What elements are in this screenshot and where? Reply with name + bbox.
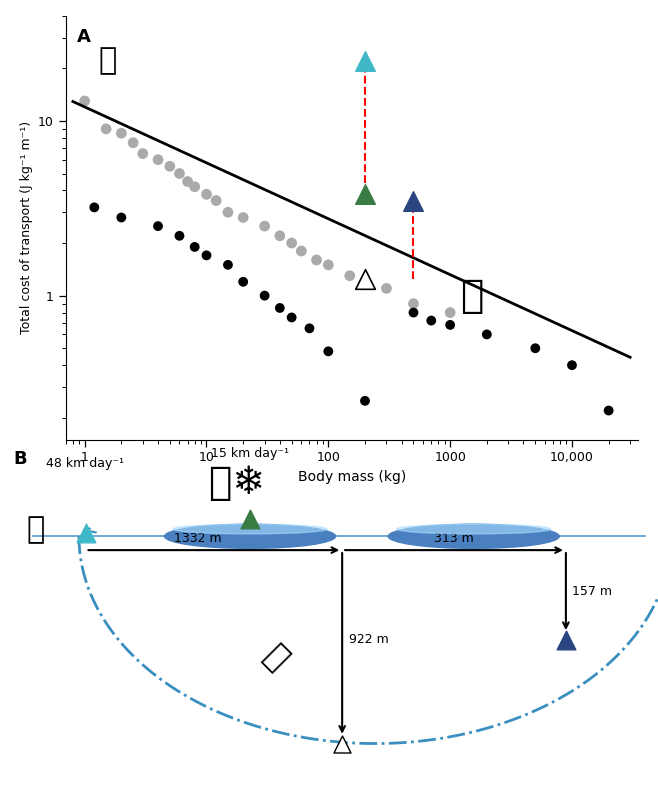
Text: 313 m: 313 m	[434, 532, 474, 545]
Point	[116, 127, 126, 140]
Point	[530, 342, 541, 355]
Point	[116, 211, 126, 224]
Point	[603, 404, 614, 417]
Text: 157 m: 157 m	[572, 585, 613, 598]
Text: 🦭: 🦭	[26, 515, 45, 544]
Point	[164, 160, 175, 173]
Point	[174, 229, 185, 242]
Point	[201, 188, 212, 201]
Point	[174, 167, 185, 180]
Text: 15 km day⁻¹: 15 km day⁻¹	[211, 447, 289, 459]
Point	[311, 254, 322, 266]
Point	[222, 258, 233, 271]
Text: 922 m: 922 m	[349, 633, 388, 646]
Point	[345, 269, 355, 282]
Point	[286, 311, 297, 323]
Point	[153, 153, 163, 166]
Point	[286, 237, 297, 250]
Point	[259, 220, 270, 232]
Point	[182, 175, 193, 188]
Text: 🐺: 🐺	[99, 46, 117, 75]
Point	[128, 137, 138, 149]
Text: 🐻‍❄️: 🐻‍❄️	[209, 464, 265, 502]
Point	[211, 195, 221, 207]
Point	[408, 306, 418, 319]
Point	[222, 206, 233, 218]
Point	[337, 737, 347, 750]
Point	[323, 258, 334, 271]
Ellipse shape	[164, 524, 336, 549]
Ellipse shape	[173, 524, 327, 534]
Text: B: B	[13, 450, 27, 468]
Point	[190, 241, 200, 254]
Point	[360, 188, 370, 201]
Point	[567, 359, 577, 371]
Text: 48 km day⁻¹: 48 km day⁻¹	[46, 457, 124, 470]
Ellipse shape	[397, 524, 551, 534]
Point	[381, 282, 392, 294]
Text: 🦄: 🦄	[258, 638, 295, 676]
X-axis label: Body mass (kg): Body mass (kg)	[298, 470, 406, 484]
Text: A: A	[77, 28, 91, 46]
Point	[426, 314, 436, 327]
Point	[296, 245, 307, 257]
Point	[238, 276, 249, 288]
Point	[238, 211, 249, 224]
Point	[274, 229, 285, 242]
Point	[360, 272, 370, 285]
Point	[360, 395, 370, 407]
Point	[561, 633, 571, 646]
Point	[138, 148, 148, 160]
Point	[259, 290, 270, 302]
Y-axis label: Total cost of transport (J kg⁻¹ m⁻¹): Total cost of transport (J kg⁻¹ m⁻¹)	[20, 121, 32, 334]
Point	[482, 328, 492, 341]
Point	[201, 249, 212, 261]
Point	[360, 55, 370, 68]
Point	[190, 181, 200, 193]
Point	[304, 322, 315, 334]
Point	[101, 122, 111, 135]
Point	[80, 95, 90, 108]
Point	[408, 195, 418, 207]
Point	[445, 306, 455, 319]
Text: 1332 m: 1332 m	[174, 532, 221, 545]
Point	[360, 276, 370, 288]
Point	[323, 345, 334, 358]
Point	[408, 298, 418, 310]
Point	[245, 513, 255, 525]
Point	[89, 201, 99, 214]
Text: 🐋: 🐋	[460, 276, 483, 315]
Point	[153, 220, 163, 232]
Point	[274, 301, 285, 314]
Point	[80, 527, 91, 539]
Ellipse shape	[388, 524, 559, 549]
Point	[445, 319, 455, 331]
